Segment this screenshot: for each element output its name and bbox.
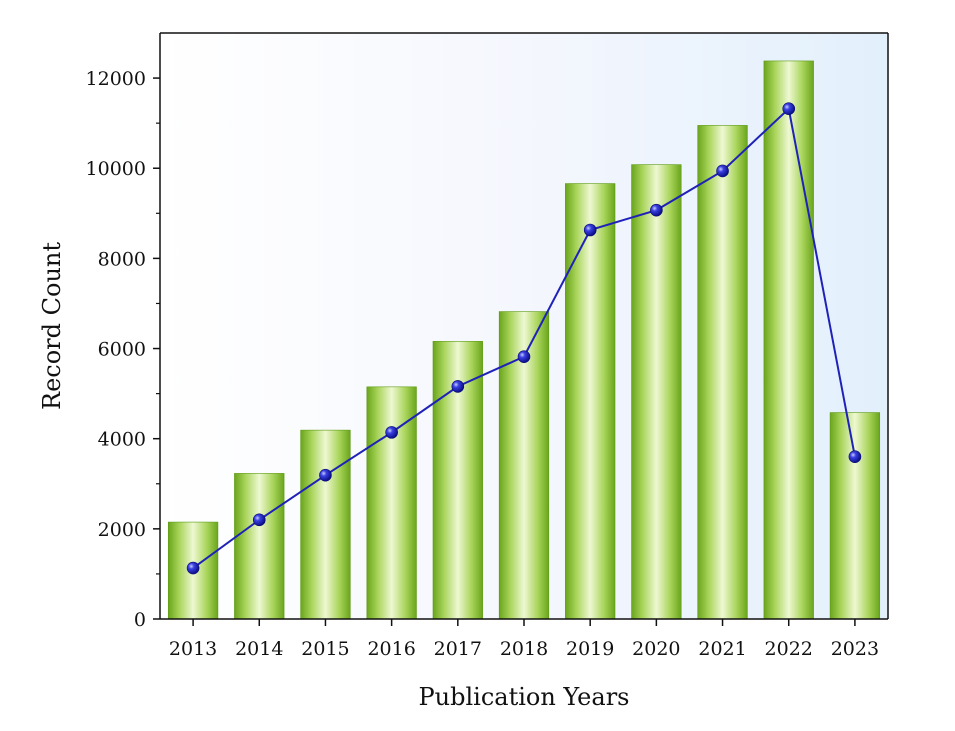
point-2020	[650, 203, 663, 217]
x-tick-label-2014: 2014	[235, 638, 283, 660]
axes-layer: 0 2000 4000 6000 8000 10000 12000 2013 2014 2015 2…	[86, 32, 889, 660]
y-tick-label-2000: 2000	[98, 519, 146, 541]
x-tick-label-2017: 2017	[434, 638, 482, 660]
point-2019	[583, 223, 597, 237]
y-tick-label-4000: 4000	[98, 429, 146, 451]
y-tick-label-10000: 10000	[86, 158, 146, 180]
bar-2016	[366, 386, 417, 620]
y-axis-title: Record Count	[38, 242, 66, 410]
point-2016	[385, 426, 398, 439]
x-tick-label-2016: 2016	[367, 638, 415, 660]
bar-2014	[234, 473, 285, 620]
y-tick-label-0: 0	[134, 609, 146, 631]
x-tick-label-2013: 2013	[169, 638, 217, 660]
bar-2019	[565, 183, 616, 620]
x-tick-label-2015: 2015	[301, 638, 349, 660]
point-2023	[848, 450, 862, 464]
x-axis-title: Publication Years	[419, 683, 630, 711]
y-tick-label-6000: 6000	[98, 339, 146, 361]
point-2018	[517, 350, 531, 363]
point-2014	[252, 513, 266, 527]
bar-2015	[300, 429, 351, 620]
bar-2023	[829, 412, 881, 620]
point-2021	[716, 164, 729, 178]
y-tick-label-12000: 12000	[86, 68, 146, 90]
x-tick-label-2020: 2020	[632, 638, 680, 660]
x-tick-label-2022: 2022	[765, 638, 813, 660]
bar-2020	[631, 164, 682, 620]
bar-2021	[697, 125, 748, 620]
bars-layer	[167, 60, 881, 620]
point-2017	[451, 380, 465, 393]
line-layer	[186, 102, 862, 575]
point-2022	[782, 102, 796, 116]
y-tick-label-8000: 8000	[98, 248, 146, 270]
x-tick-label-2019: 2019	[566, 638, 614, 660]
x-tick-label-2021: 2021	[698, 638, 746, 660]
point-2015	[319, 468, 332, 482]
x-tick-label-2018: 2018	[500, 638, 548, 660]
point-2013	[186, 561, 200, 575]
x-tick-label-2023: 2023	[831, 638, 879, 660]
bar-2022	[763, 60, 814, 620]
